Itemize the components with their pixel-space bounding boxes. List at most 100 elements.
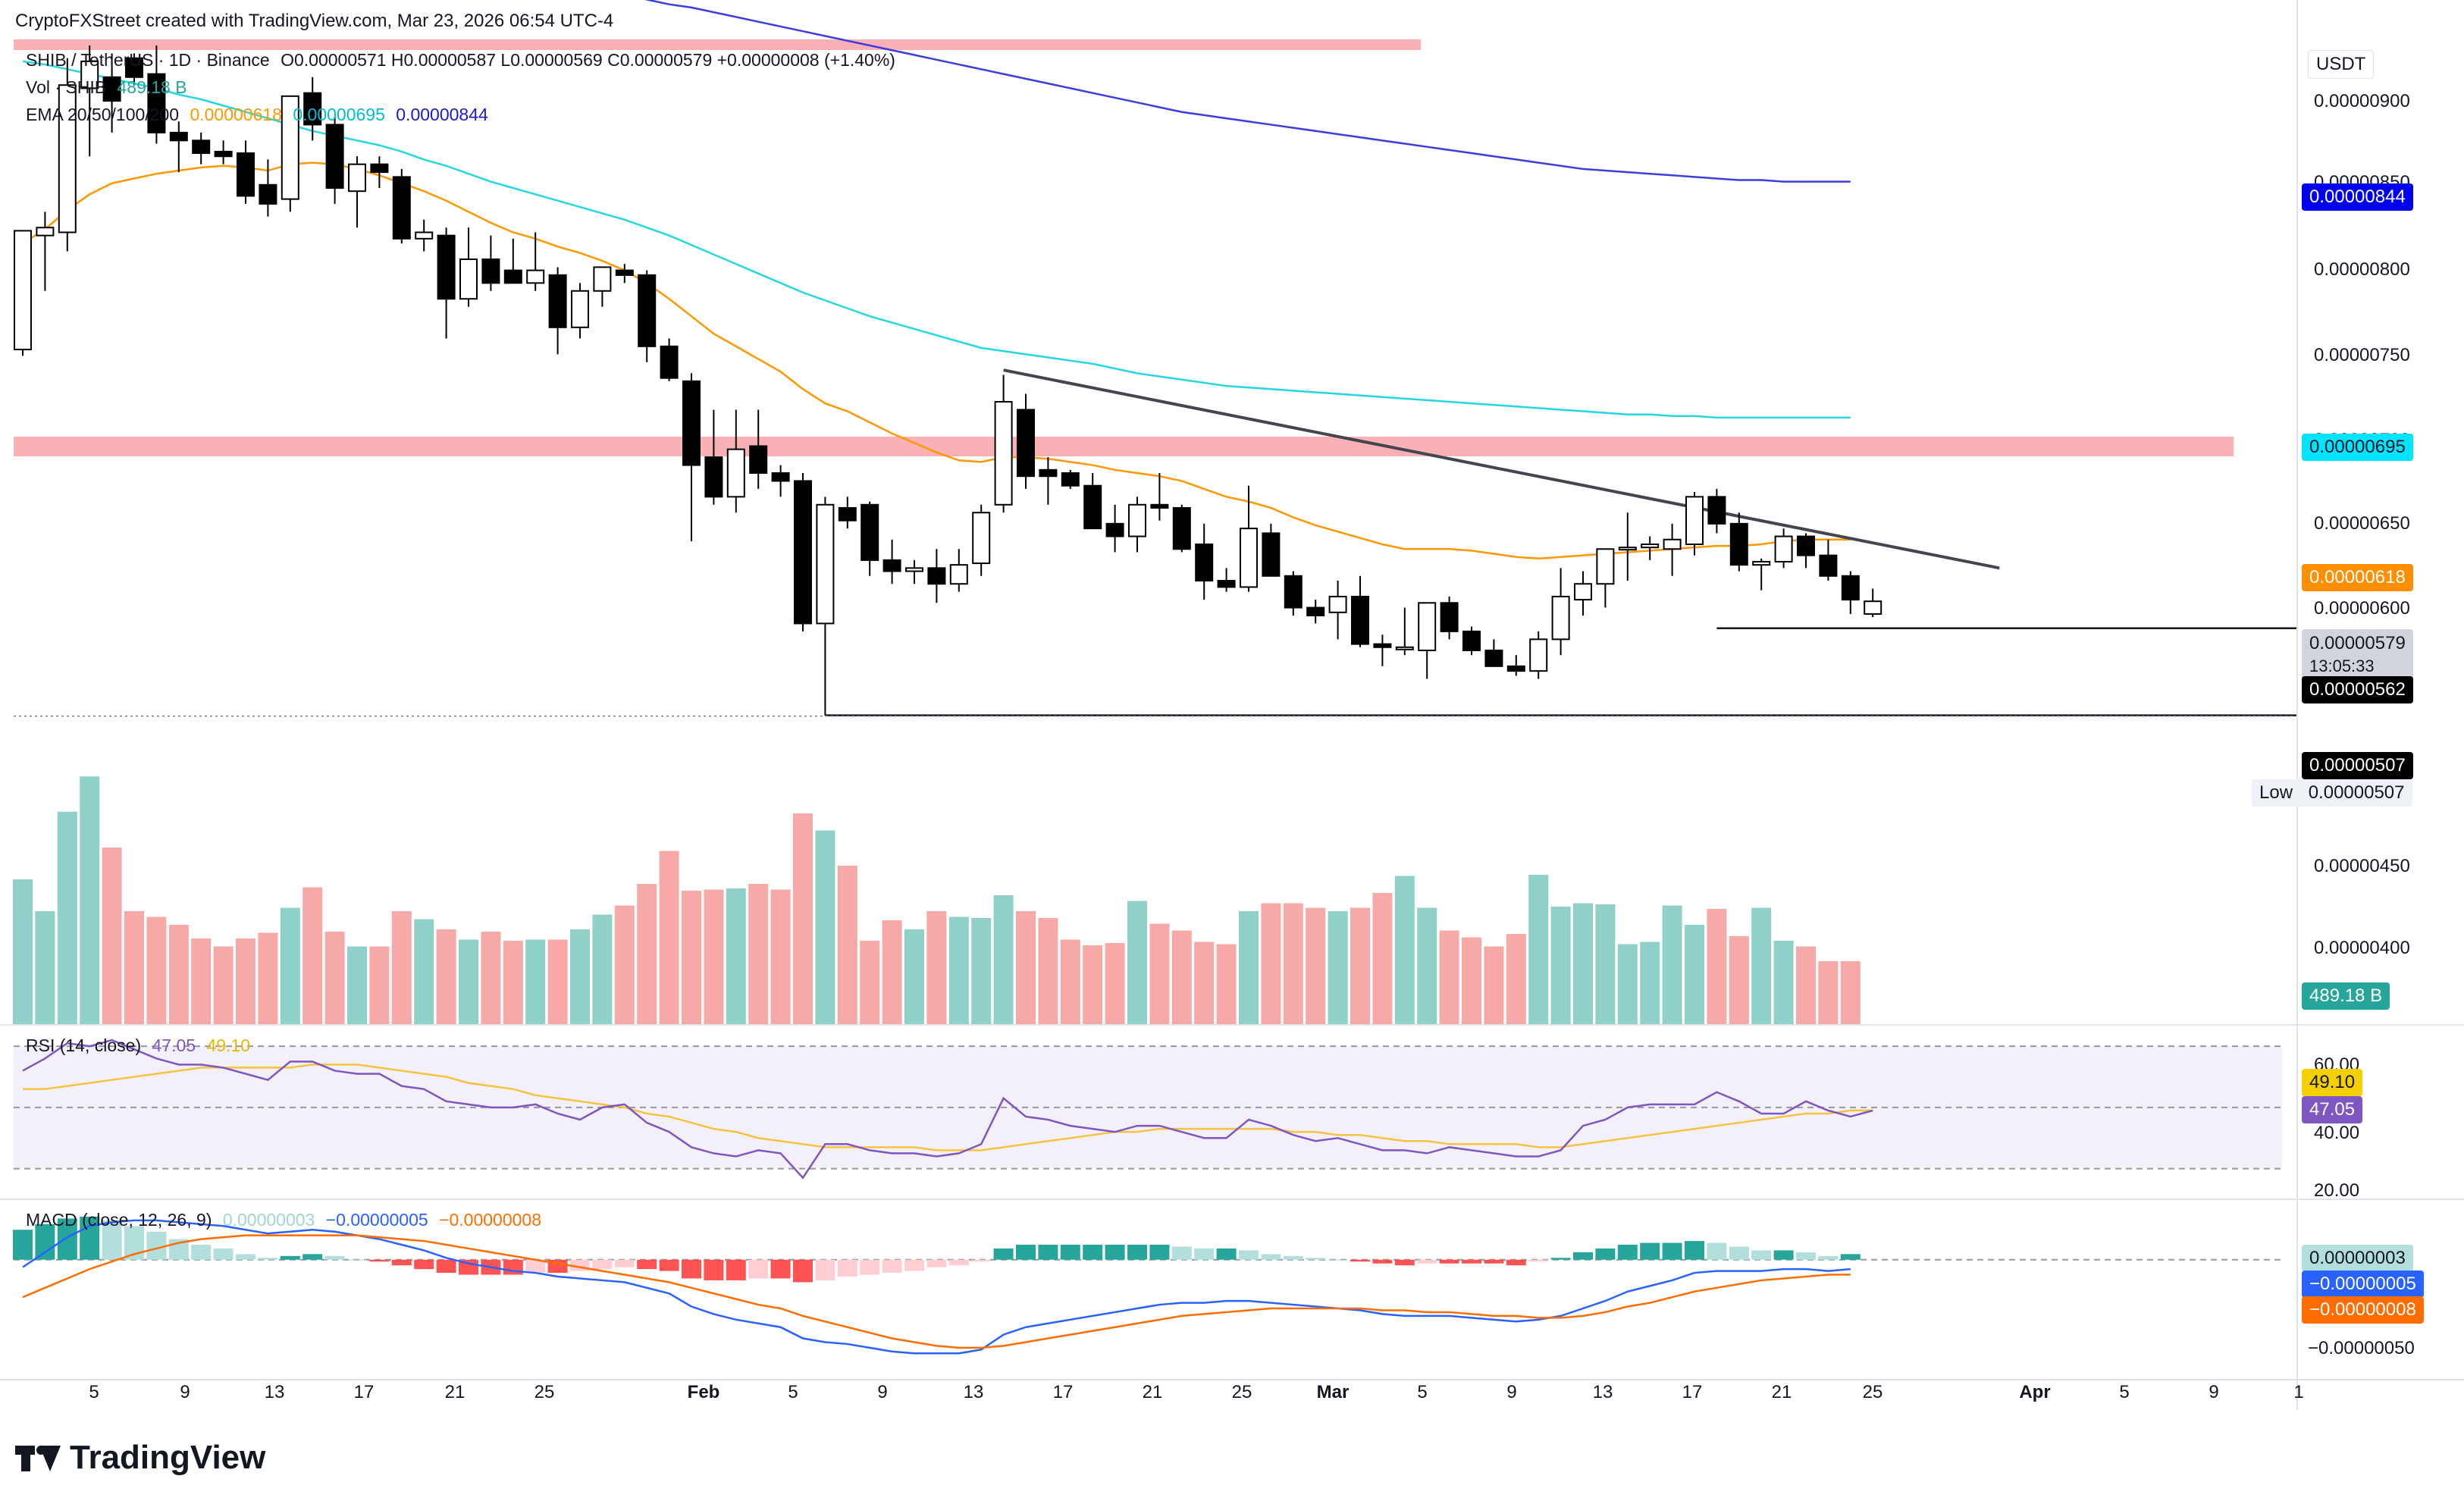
volume-bar — [102, 848, 122, 1025]
volume-bar — [1528, 875, 1549, 1025]
macd-hist-bar — [1171, 1246, 1192, 1260]
macd-hist-bar — [860, 1259, 880, 1275]
volume-bar — [1283, 903, 1303, 1025]
rsi-legend[interactable]: RSI (14, close) 47.05 49.10 — [26, 1036, 256, 1056]
volume-bar — [369, 946, 390, 1025]
candle-body — [1484, 649, 1503, 667]
volume-legend[interactable]: Vol · SHIB 489.18 B — [26, 77, 193, 98]
volume-bar — [1773, 941, 1794, 1025]
volume-bar — [191, 938, 212, 1025]
volume-bar — [1038, 918, 1058, 1025]
candle-body — [1864, 600, 1882, 615]
candle-body — [949, 564, 968, 585]
candle-body — [615, 269, 634, 276]
ema-lines — [22, 0, 1851, 560]
candle-body — [1306, 606, 1325, 616]
candle-body — [1373, 643, 1392, 648]
macd-legend[interactable]: MACD (close, 12, 26, 9) 0.00000003 −0.00… — [26, 1210, 547, 1230]
volume-bar — [347, 946, 367, 1025]
macd-hist-bar — [1506, 1259, 1526, 1266]
resistance-zones — [14, 39, 2234, 456]
macd-signal-value: −0.00000008 — [439, 1210, 542, 1230]
price-tick-label: 0.00000400 — [2314, 938, 2410, 958]
candle-body — [237, 152, 255, 197]
macd-hist-bar — [704, 1259, 724, 1280]
time-tick-label: 5 — [2119, 1382, 2129, 1402]
price-tick-label: 0.00000900 — [2314, 91, 2410, 111]
volume-bar — [1707, 909, 1727, 1025]
volume-bar — [280, 907, 300, 1025]
volume-bar — [726, 888, 746, 1025]
volume-bar — [1372, 893, 1393, 1025]
symbol-legend[interactable]: SHIB / TetherUS · 1D · Binance O0.000005… — [26, 50, 901, 70]
candle-body — [905, 567, 923, 572]
attribution: CryptoFXStreet created with TradingView.… — [15, 11, 614, 31]
macd-hist-bar — [1328, 1259, 1348, 1261]
macd-hist-bar — [525, 1259, 546, 1274]
volume-bar — [481, 932, 501, 1025]
ema-legend[interactable]: EMA 20/50/100/200 0.00000618 0.00000695 … — [26, 105, 494, 125]
macd-hist-value: 0.00000003 — [222, 1210, 315, 1230]
volume-bar — [1595, 904, 1616, 1025]
time-tick-label: 9 — [1506, 1382, 1516, 1402]
support-507-tag: 0.00000507 — [2302, 752, 2413, 779]
macd-hist-bar — [659, 1259, 679, 1271]
volume-bar — [1796, 946, 1816, 1025]
time-tick-label: 13 — [265, 1382, 285, 1402]
price-tick-label: 0.00000450 — [2314, 856, 2410, 876]
volume-bar — [1216, 944, 1237, 1025]
macd-hist-bar — [80, 1216, 100, 1260]
volume-bar — [324, 932, 345, 1025]
volume-bar — [1239, 911, 1259, 1025]
rsi-tick-label: 40.00 — [2314, 1123, 2359, 1143]
macd-hist-bar — [1194, 1248, 1215, 1260]
ema100-line — [644, 0, 1851, 183]
candle-body — [303, 92, 322, 126]
volume-bar — [948, 916, 969, 1025]
time-tick-label: 21 — [445, 1382, 466, 1402]
candle-body — [1841, 575, 1860, 601]
macd-hist-bar — [13, 1230, 33, 1260]
macd-hist-bar — [637, 1259, 657, 1270]
volume-bar — [926, 911, 947, 1025]
low-label: Low — [2259, 782, 2293, 803]
candle-body — [548, 274, 567, 328]
macd-hist-bar — [35, 1224, 55, 1260]
rsi-tag: 47.05 — [2302, 1096, 2363, 1123]
volume-bar — [1729, 936, 1749, 1025]
candle-body — [1819, 554, 1838, 577]
macd-hist-bar — [793, 1259, 813, 1283]
volume-bar — [815, 830, 835, 1025]
candle-body — [1083, 484, 1102, 530]
macd-hist-bar — [236, 1254, 255, 1260]
macd-hist-bar — [1261, 1254, 1281, 1260]
macd-hist-bar — [280, 1255, 300, 1260]
candle-body — [125, 57, 143, 78]
axes: 0.000009000.000008500.000008000.00000750… — [0, 0, 2464, 1410]
volume-bar — [1462, 937, 1481, 1025]
macd-hist-bar — [102, 1220, 122, 1260]
macd-hist-bar — [1751, 1250, 1772, 1260]
symbol-name[interactable]: SHIB / TetherUS · 1D · Binance — [26, 50, 270, 70]
volume-bar — [592, 914, 613, 1025]
candle-body — [1551, 595, 1570, 641]
macd-hist-bar — [993, 1248, 1014, 1260]
macd-hist-bar — [1439, 1259, 1459, 1264]
macd-hist-bar — [1617, 1245, 1638, 1260]
macd-pane — [13, 1216, 2282, 1355]
macd-hist-bar — [1083, 1245, 1103, 1260]
candle-body — [1217, 580, 1236, 588]
volume-bar — [414, 919, 434, 1025]
candle-body — [1663, 538, 1682, 550]
rsi-value: 47.05 — [152, 1036, 196, 1055]
macd-tick-label: −0.00000050 — [2308, 1338, 2415, 1358]
macd-hist-bar — [1707, 1242, 1727, 1260]
macd-hist-bar — [1372, 1259, 1393, 1264]
currency-label[interactable]: USDT — [2308, 50, 2375, 79]
candle-body — [994, 401, 1013, 506]
volume-bar — [770, 889, 791, 1025]
tradingview-logo[interactable]: TradingView — [15, 1439, 265, 1477]
macd-hist-bar — [1283, 1255, 1303, 1260]
tradingview-logo-icon — [15, 1443, 61, 1473]
